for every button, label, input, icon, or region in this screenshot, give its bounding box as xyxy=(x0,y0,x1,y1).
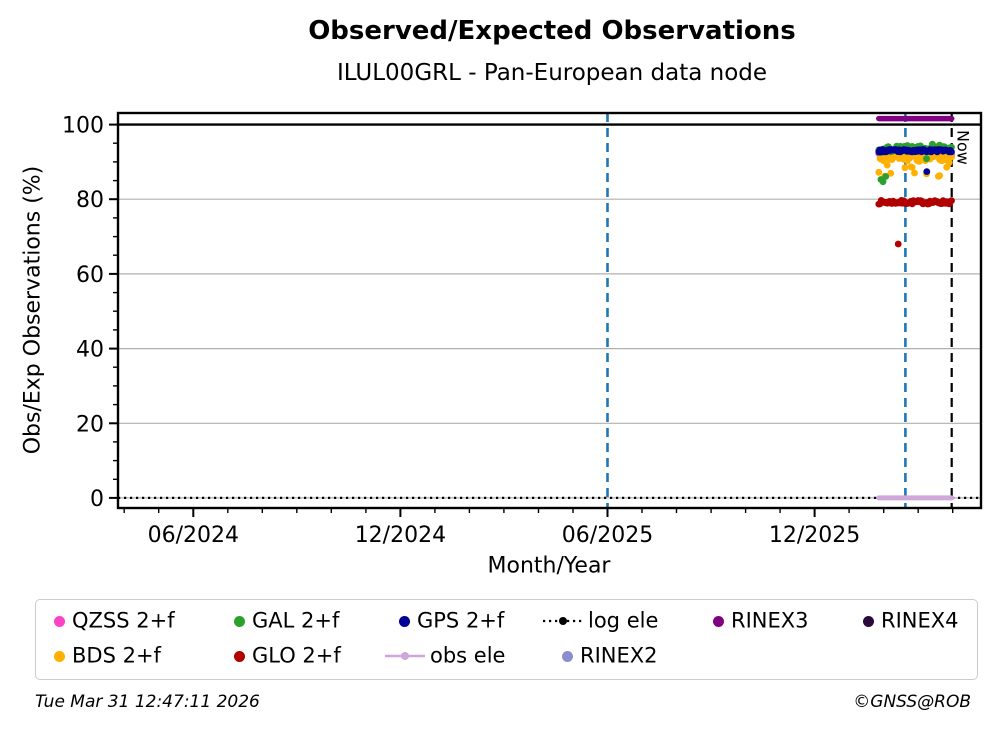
data-point-bds-2-f xyxy=(908,164,916,171)
data-point-bds-2-f xyxy=(945,159,953,167)
legend-label-gps-2-f: GPS 2+f xyxy=(417,608,505,633)
data-point-gal-2-f xyxy=(882,173,890,180)
legend-marker-gal-2-f xyxy=(233,615,245,627)
plot-border xyxy=(116,111,983,510)
data-point-glo-2-f xyxy=(948,197,955,205)
data-point-gps-2-f xyxy=(923,168,931,176)
legend-marker-bds-2-f xyxy=(53,650,65,662)
data-point-gal-2-f xyxy=(923,155,930,163)
legend-dot-obs-ele xyxy=(401,652,409,660)
chart-subtitle: ILUL00GRL - Pan-European data node xyxy=(336,60,768,86)
now-label: Now xyxy=(954,130,973,165)
x-tick-label: 06/2024 xyxy=(148,523,239,548)
legend-label-rinex3: RINEX3 xyxy=(731,608,809,633)
chart-title: Observed/Expected Observations xyxy=(308,16,796,46)
timestamp: Tue Mar 31 12:47:11 2026 xyxy=(35,692,260,712)
y-tick-label: 20 xyxy=(76,412,104,437)
legend-marker-log-ele xyxy=(543,617,583,625)
legend-label-qzss-2-f: QZSS 2+f xyxy=(72,608,175,633)
legend-label-obs-ele: obs ele xyxy=(430,643,506,668)
legend-label-glo-2-f: GLO 2+f xyxy=(252,643,341,668)
legend-label-log-ele: log ele xyxy=(588,608,659,633)
legend-dot-log-ele xyxy=(559,617,567,625)
y-axis-label: Obs/Exp Observations (%) xyxy=(20,165,46,455)
x-tick-label: 12/2025 xyxy=(769,523,860,548)
data-point-bds-2-f xyxy=(901,164,909,172)
data-point-bds-2-f xyxy=(911,169,918,177)
legend-marker-qzss-2-f xyxy=(53,615,65,627)
copyright: ©GNSS@ROB xyxy=(853,692,971,712)
y-tick-label: 100 xyxy=(62,114,104,139)
legend-label-gal-2-f: GAL 2+f xyxy=(252,608,340,633)
legend-label-bds-2-f: BDS 2+f xyxy=(72,643,161,668)
series-gps-2-f xyxy=(875,146,955,176)
legend-label-rinex4: RINEX4 xyxy=(881,608,959,633)
y-tick-label: 40 xyxy=(76,338,104,363)
y-tick-label: 60 xyxy=(76,263,104,288)
y-tick-label: 80 xyxy=(76,188,104,213)
legend-marker-rinex3 xyxy=(712,615,724,627)
data-point-bds-2-f xyxy=(887,169,895,177)
x-axis-label: Month/Year xyxy=(487,553,611,579)
data-point-gps-2-f xyxy=(948,148,955,156)
data-point-gal-2-f xyxy=(879,178,887,186)
data-point-bds-2-f xyxy=(883,161,891,169)
y-tick-label: 0 xyxy=(90,487,104,512)
legend-marker-gps-2-f xyxy=(398,615,410,627)
legend-label-rinex2: RINEX2 xyxy=(580,643,658,668)
legend-marker-glo-2-f xyxy=(233,650,245,662)
plot-area: 06/2024 12/2024 06/2025 12/2025 0 20 40 60 80 100… xyxy=(62,111,983,548)
x-tick-label: 12/2024 xyxy=(355,523,446,548)
data-point-bds-2-f xyxy=(936,172,943,180)
legend-marker-rinex4 xyxy=(862,615,874,627)
data-point-bds-2-f xyxy=(948,153,955,161)
data-point-glo-2-f xyxy=(894,240,902,248)
data-point-bds-2-f xyxy=(875,168,883,176)
legend: QZSS 2+f GAL 2+f GPS 2+f log ele RINEX3 RINEX… xyxy=(35,599,978,680)
legend-marker-rinex2 xyxy=(561,650,573,662)
x-tick-label: 06/2025 xyxy=(562,523,653,548)
series-glo-2-f xyxy=(875,197,955,248)
legend-marker-obs-ele xyxy=(385,652,425,660)
